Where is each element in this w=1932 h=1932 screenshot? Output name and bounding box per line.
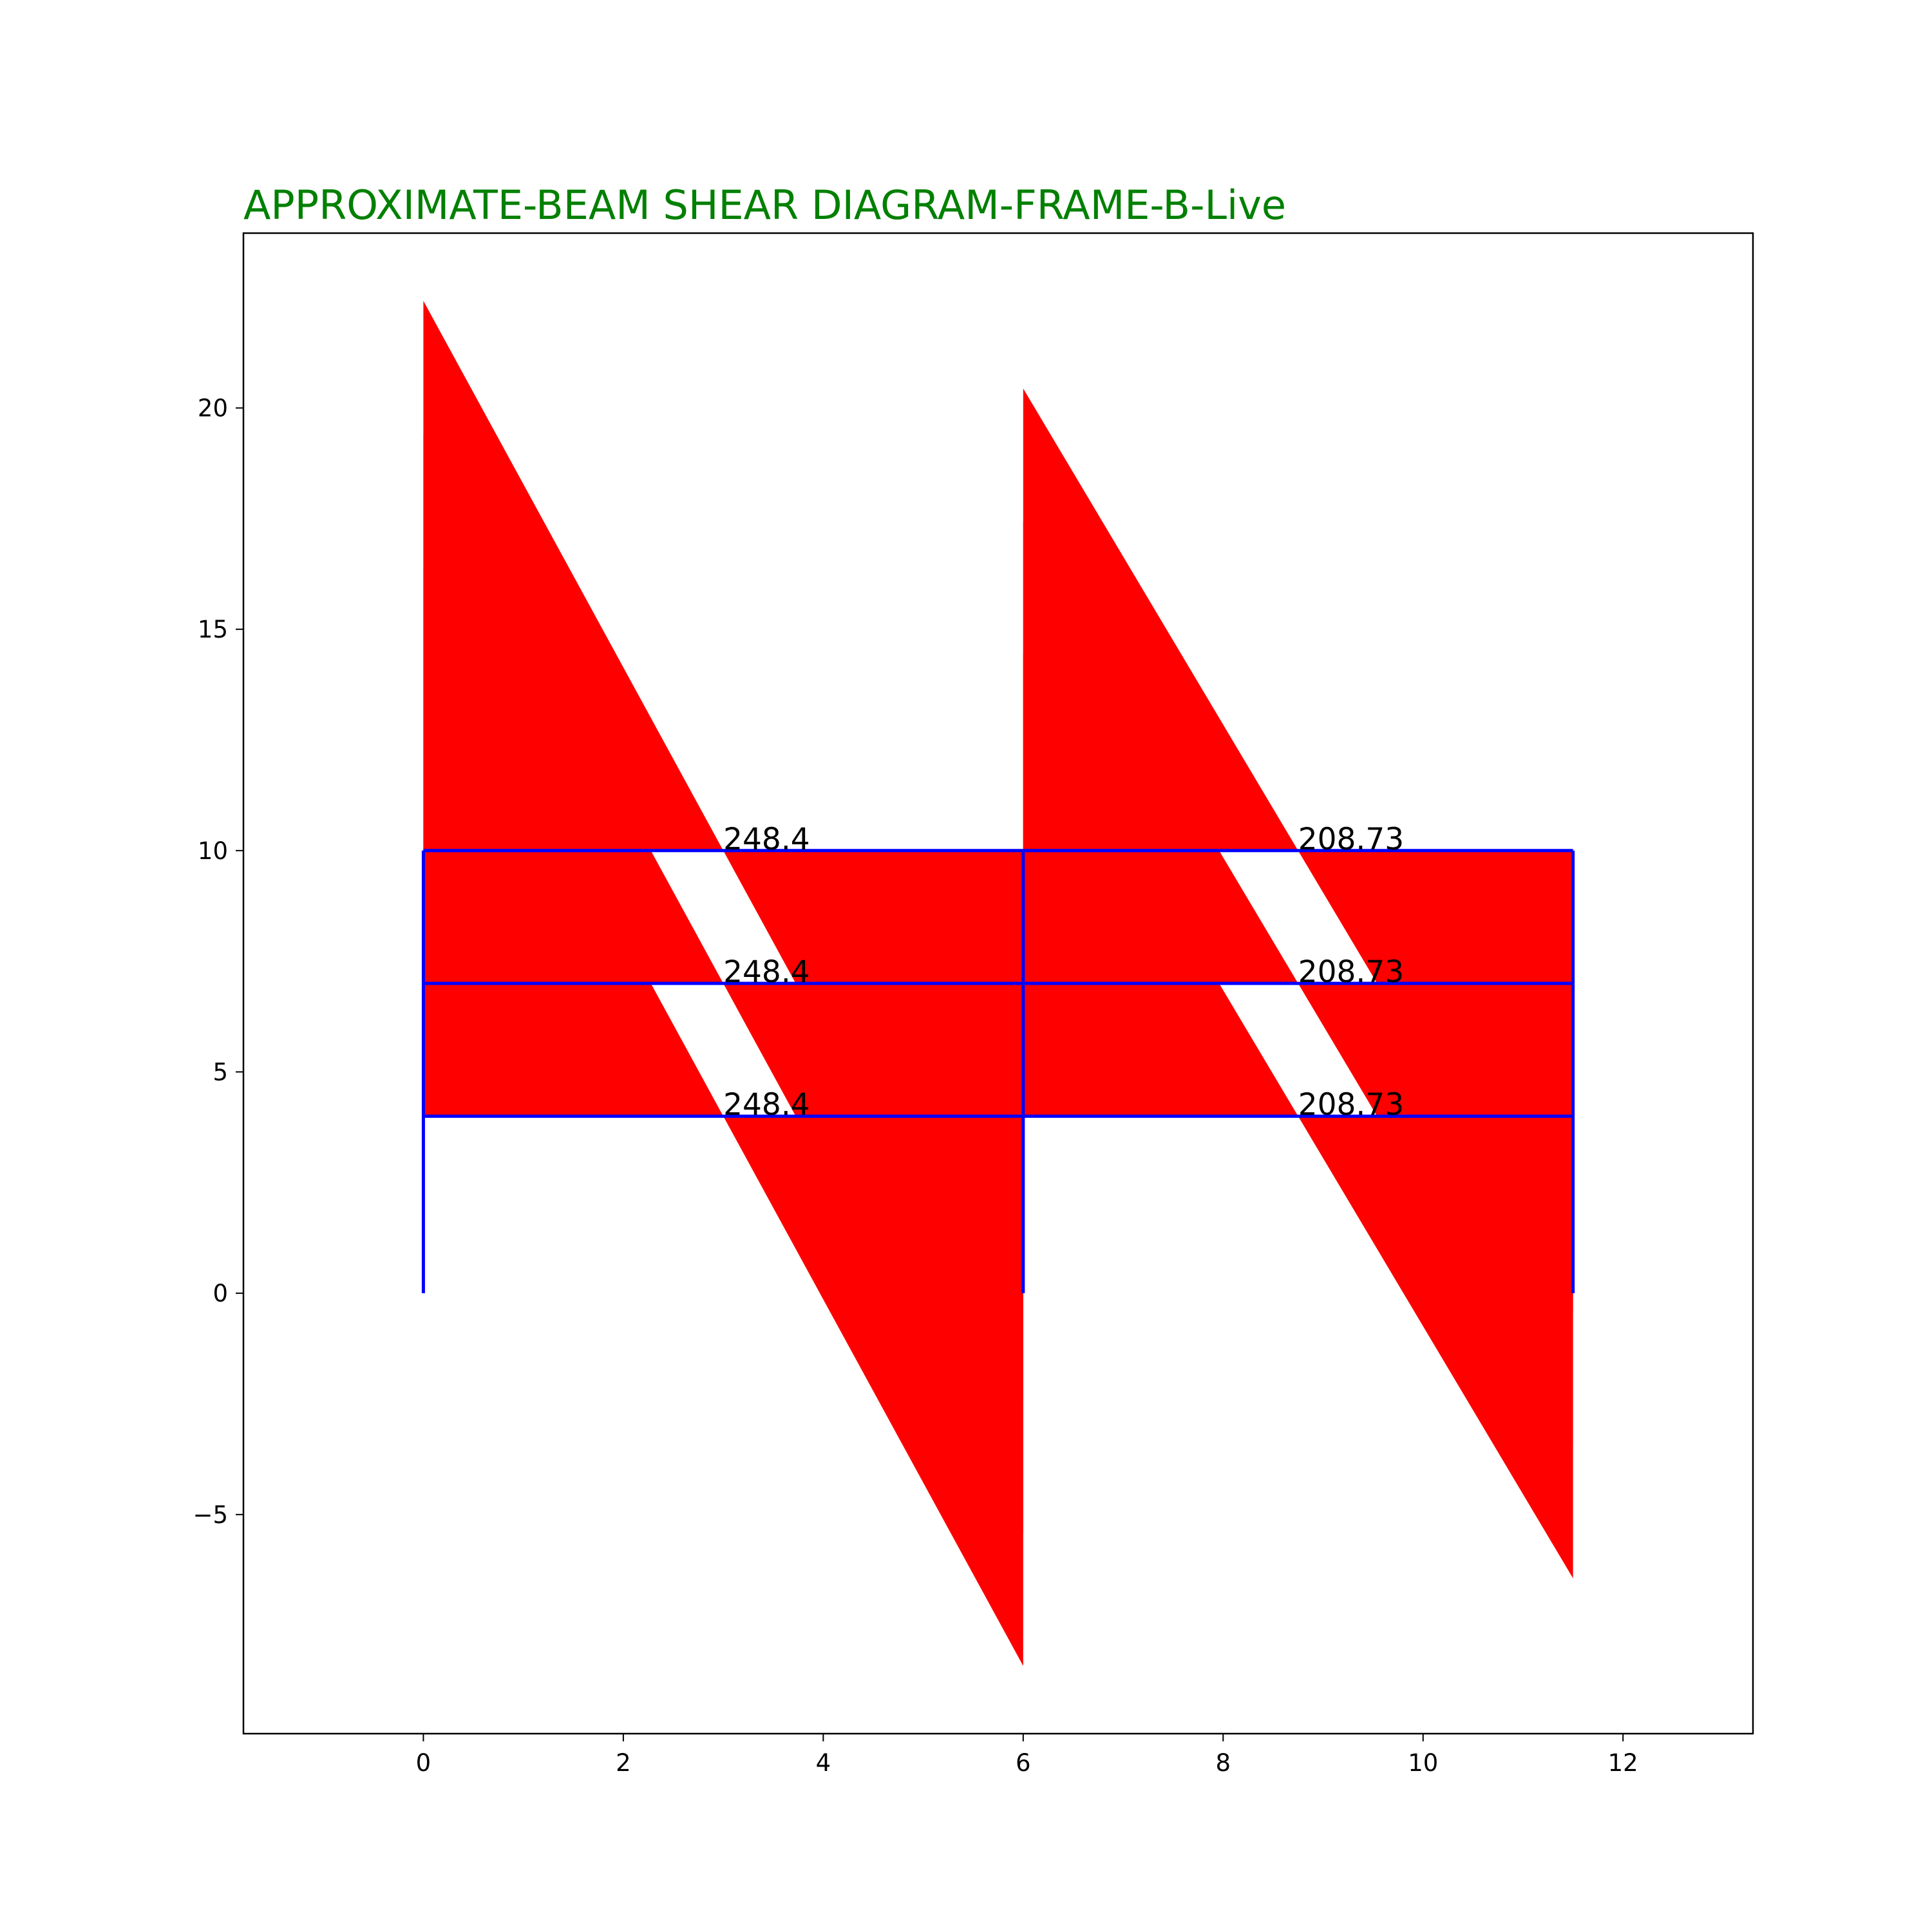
chart-title: APPROXIMATE-BEAM SHEAR DIAGRAM-FRAME-B-L… xyxy=(243,182,1286,229)
y-tick-label: 15 xyxy=(198,616,228,643)
shear-label-span-1-level-3: 248.4 xyxy=(723,822,810,857)
plot-area-border xyxy=(242,232,1754,1735)
x-tick-label: 10 xyxy=(1408,1749,1438,1777)
shear-label-span-2-level-1: 208.73 xyxy=(1298,1087,1404,1122)
x-tick-label: 2 xyxy=(616,1749,631,1777)
x-tick-label: 12 xyxy=(1608,1749,1638,1777)
y-tick-label: 0 xyxy=(213,1280,228,1307)
shear-labels: 248.4 248.4 248.4 208.73 208.73 208.73 xyxy=(723,822,1404,1122)
frame-lines xyxy=(421,849,1575,1294)
shear-label-span-2-level-2: 208.73 xyxy=(1298,954,1404,990)
x-tick-label: 8 xyxy=(1215,1749,1231,1777)
shear-label-span-1-level-2: 248.4 xyxy=(723,954,810,990)
shear-area-span-1-level-3 xyxy=(423,301,1023,1401)
axes: 0 2 4 6 8 10 12 −5 0 5 10 15 20 xyxy=(193,232,1754,1777)
y-tick-label: 10 xyxy=(198,837,228,865)
y-tick-label: 20 xyxy=(198,394,228,422)
x-tick-label: 6 xyxy=(1016,1749,1031,1777)
y-tick-label: −5 xyxy=(193,1501,228,1529)
x-tick-label: 0 xyxy=(416,1749,431,1777)
shear-label-span-1-level-1: 248.4 xyxy=(723,1087,810,1122)
shear-label-span-2-level-3: 208.73 xyxy=(1298,822,1404,857)
y-tick-label: 5 xyxy=(213,1058,228,1086)
x-tick-label: 4 xyxy=(816,1749,831,1777)
